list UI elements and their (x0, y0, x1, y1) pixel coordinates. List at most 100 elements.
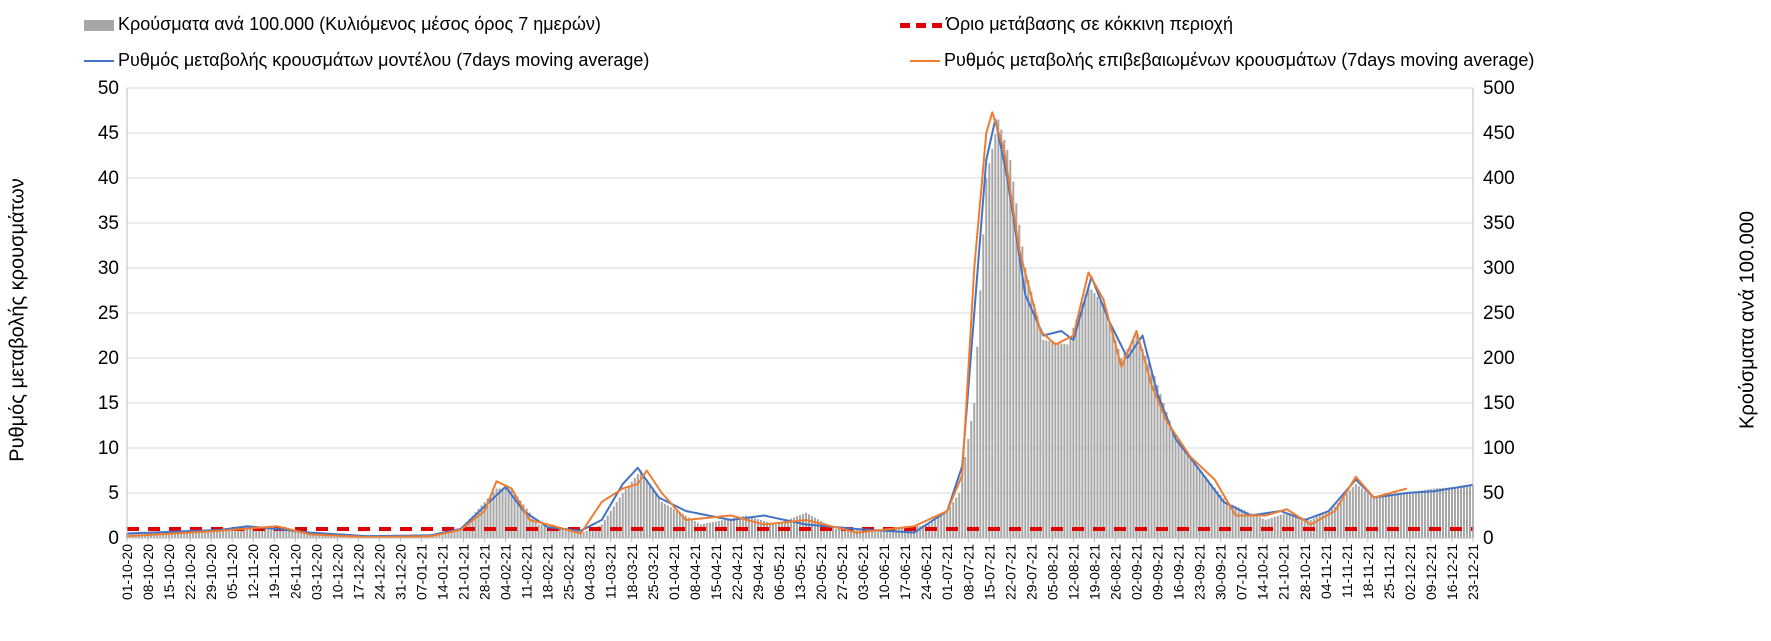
bar (678, 512, 681, 538)
bar (967, 439, 970, 538)
bar (856, 529, 859, 538)
y-right-tick-label: 200 (1483, 348, 1515, 369)
bar (1186, 452, 1189, 538)
bar (973, 403, 976, 538)
x-tick-label: 18-11-21 (1360, 544, 1376, 599)
bar (1174, 434, 1177, 538)
bar (958, 493, 961, 538)
bar (1219, 494, 1222, 538)
x-tick-label: 15-10-20 (161, 544, 177, 600)
bar (1408, 492, 1411, 538)
bar (1102, 304, 1105, 538)
bar (474, 512, 477, 538)
bar (880, 530, 883, 538)
bar (1435, 488, 1438, 538)
bar (1423, 489, 1426, 538)
bar (774, 524, 777, 538)
bar (1387, 495, 1390, 538)
bar (234, 528, 237, 538)
bar (1051, 341, 1054, 538)
bar (1345, 493, 1348, 538)
bar (618, 497, 621, 538)
bar (1072, 327, 1075, 538)
bar (1129, 344, 1132, 538)
bar (504, 488, 507, 538)
legend-swatch-bars (84, 19, 114, 31)
x-tick-label: 14-10-21 (1255, 544, 1271, 600)
x-tick-label: 23-12-21 (1465, 544, 1481, 600)
bar (982, 234, 985, 538)
x-tick-label: 24-12-20 (371, 544, 387, 600)
y-axis-left-label: Ρυθμός μεταβολής κρουσμάτων (6, 178, 29, 462)
y-left-tick-label: 50 (98, 78, 119, 99)
bar (300, 532, 303, 538)
bar (624, 489, 627, 538)
bar (1069, 336, 1072, 538)
bar (1000, 129, 1003, 538)
x-tick-label: 22-10-20 (182, 544, 198, 600)
bar (213, 530, 216, 538)
bar (1396, 493, 1399, 538)
bar (826, 524, 829, 538)
x-tick-label: 29-10-20 (203, 544, 219, 600)
bar (1375, 497, 1378, 538)
x-tick-label: 12-08-21 (1065, 544, 1081, 600)
x-tick-label: 08-07-21 (960, 544, 976, 600)
bar (1369, 495, 1372, 538)
bar (799, 515, 801, 538)
x-tick-label: 30-09-21 (1213, 544, 1229, 600)
bar (207, 530, 210, 538)
bar (690, 519, 693, 538)
bar (955, 497, 958, 538)
bar (1318, 514, 1321, 538)
bar (1009, 160, 1012, 538)
bar (847, 529, 850, 538)
bar (186, 531, 189, 538)
y-right-tick-label: 500 (1483, 78, 1515, 99)
bar (814, 517, 817, 538)
x-tick-label: 02-09-21 (1129, 544, 1145, 600)
bar (1114, 340, 1117, 538)
bar (789, 518, 792, 538)
bar (561, 529, 564, 538)
bar (297, 531, 300, 538)
bar (750, 517, 753, 538)
bar (537, 524, 540, 538)
bar (1258, 517, 1261, 538)
bar (315, 533, 318, 538)
bar (1393, 494, 1396, 538)
y-right-tick-label: 100 (1483, 438, 1515, 459)
bar (522, 504, 525, 538)
bar (970, 421, 973, 538)
bar (594, 527, 597, 538)
y-left-tick-label: 0 (108, 528, 119, 549)
bar (1417, 490, 1420, 538)
bar (988, 163, 991, 538)
bar (943, 513, 946, 538)
bar (949, 506, 952, 538)
bar (666, 505, 669, 538)
bar (886, 530, 889, 538)
bar (838, 529, 841, 538)
bar (579, 533, 582, 538)
bar (489, 495, 492, 538)
bar (1075, 319, 1078, 538)
bar (1441, 487, 1444, 538)
bar (1147, 362, 1150, 538)
legend-item-confirmed: Ρυθμός μεταβολής επιβεβαιωμένων κρουσμάτ… (910, 50, 1534, 71)
bar (174, 531, 177, 538)
bar (603, 520, 606, 538)
x-tick-label: 01-04-21 (666, 544, 682, 600)
bar (997, 119, 1000, 538)
bar (1279, 514, 1282, 538)
bar (925, 524, 928, 538)
bar (1006, 149, 1009, 538)
bar (612, 506, 615, 538)
bar (462, 525, 465, 538)
bar (1138, 342, 1141, 538)
bar (1093, 293, 1096, 538)
bar (1090, 289, 1093, 538)
bar (1399, 493, 1402, 538)
x-tick-label: 08-04-21 (687, 544, 703, 600)
bar (564, 530, 567, 538)
